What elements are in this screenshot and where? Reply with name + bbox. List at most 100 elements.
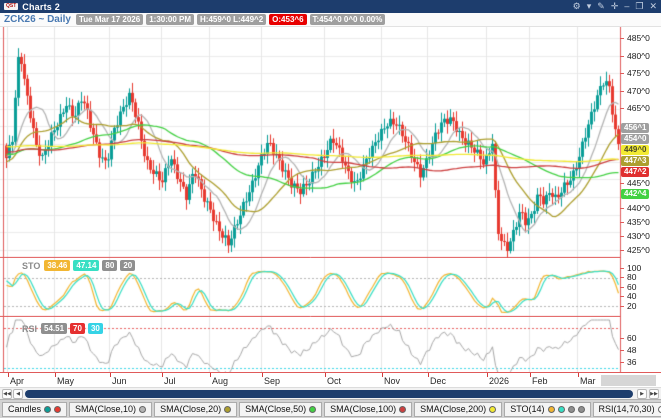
study-color-dot-icon [224,405,232,413]
axis-tick-mark [620,235,624,237]
rsi-title: RSI [22,323,38,334]
window-title: Charts 2 [22,1,60,12]
month-tick-mark [162,373,163,377]
quote-badge: H:459^0 L:449^2 [197,14,267,25]
axis-tick-mark [620,286,624,288]
gear-icon[interactable]: ⚙ [572,1,581,11]
study-color-dot-icon [44,405,52,413]
month-label: Mar [580,376,596,386]
rsi-indicator-chart[interactable] [0,317,661,372]
price-axis-tick: 445^0 [620,178,650,188]
legend-tab-label: RSI(14,70,30) [598,404,655,414]
chevron-down-icon[interactable]: ▾ [586,1,592,11]
month-tick-mark [210,373,211,377]
price-axis-tick: 435^0 [620,217,650,227]
sto-value-badge: 38.46 [44,260,71,271]
month-tick-mark [325,373,326,377]
study-color-dot-icon [309,405,317,413]
month-label: Oct [327,376,342,386]
study-color-dot-icon [567,405,575,413]
scroll-start-button[interactable]: ◀◀ [2,389,12,399]
sto-axis-tick: 20 [620,301,636,311]
sto-axis-tick: 60 [620,282,636,292]
legend-tab-label: SMA(Close,20) [160,404,222,414]
month-label: Aug [212,376,229,386]
axis-tick-mark [620,90,624,92]
month-tick-mark [530,373,531,377]
price-axis-tick: 470^0 [620,86,650,96]
sto-axis-tick: 40 [620,291,636,301]
axis-tick-mark [620,207,624,209]
axis-tick-mark [620,305,624,307]
time-axis[interactable]: Apr May Jun Jul Aug Sep Oct Nov Dec 2026 Feb Mar [0,372,661,387]
rsi-axis-tick: 60 [620,333,636,343]
study-legend-bar: Candles SMA(Close,10) SMA(Close,20) SMA(Clo… [0,399,661,418]
legend-tab-sma-close-10-[interactable]: SMA(Close,10) [69,401,153,417]
axis-tick-mark [620,221,624,223]
pencil-icon[interactable]: ✎ [597,1,605,11]
symbol-label[interactable]: ZCK26 ~ Daily [4,14,71,25]
axis-tick-mark [620,361,624,363]
axis-end-box [601,375,656,386]
qst-logo: QST [4,3,19,10]
scrollbar-thumb[interactable] [25,390,633,398]
legend-tab-sma-close-200-[interactable]: SMA(Close,200) [414,401,503,417]
price-axis-tick: 440^0 [620,203,650,213]
legend-tab-label: STO(14) [510,404,545,414]
legend-tab-candles[interactable]: Candles [2,401,68,417]
study-color-dot-icon [399,405,407,413]
axis-tick-mark [620,267,624,269]
axis-tick-mark [620,182,624,184]
sto-panel-label: STO 38.46 47.14 80 20 [22,260,136,271]
maximize-icon[interactable]: ❐ [635,1,644,11]
price-axis-tick: 480^0 [620,51,650,61]
move-icon[interactable]: ✛ [610,1,619,11]
month-tick-mark [428,373,429,377]
axis-tick-mark [620,276,624,278]
sto-axis-tick: 80 [620,272,636,282]
legend-tab-sma-close-100-[interactable]: SMA(Close,100) [324,401,413,417]
month-tick-mark [578,373,579,377]
rsi-panel-label: RSI 54.51 70 30 [22,323,103,334]
scroll-end-button[interactable]: ▶▶ [649,389,659,399]
month-tick-mark [55,373,56,377]
legend-tab-label: SMA(Close,100) [330,404,397,414]
scroll-right-button[interactable]: ▶ [637,389,647,399]
price-axis-tick: 475^0 [620,68,650,78]
month-label: Feb [532,376,548,386]
study-color-dot-icon [577,405,585,413]
quote-badge: Tue Mar 17 2026 [75,14,144,25]
quote-badge: O:453^6 [269,14,307,25]
study-color-dot-icon [139,405,147,413]
legend-tab-sma-close-50-[interactable]: SMA(Close,50) [239,401,323,417]
legend-tab-label: Candles [8,404,42,414]
month-label: 2026 [489,376,510,386]
legend-tab-label: SMA(Close,200) [420,404,487,414]
month-label: May [57,376,75,386]
legend-tab-label: SMA(Close,10) [75,404,137,414]
title-bar[interactable]: QST Charts 2 ⚙ ▾ ✎ ✛ – ❐ ✕ [0,0,661,13]
legend-tab-rsi-14-70-30-[interactable]: RSI(14,70,30) [592,401,661,417]
minimize-icon[interactable]: – [624,1,630,11]
rsi-value-badge: 30 [87,323,103,334]
month-label: Jul [164,376,176,386]
axis-tick-mark [620,249,624,251]
price-axis-badge: 456^1 [621,123,650,133]
close-icon[interactable]: ✕ [649,1,657,11]
axis-tick-mark [620,37,624,39]
legend-tab-label: SMA(Close,50) [245,404,307,414]
month-label: Nov [384,376,401,386]
quote-badge: T:454^0 0^0 0.00% [309,14,386,25]
candlestick-chart[interactable] [0,27,661,258]
price-axis-tick: 465^0 [620,103,650,113]
legend-tab-sto-14-[interactable]: STO(14) [504,401,591,417]
scroll-left-button[interactable]: ◀ [13,389,23,399]
price-axis-badge: 447^2 [621,167,650,177]
axis-tick-mark [620,349,624,351]
study-color-dot-icon [489,405,497,413]
study-color-dot-icon [657,405,661,413]
month-tick-mark [262,373,263,377]
chart-scrollbar[interactable]: ◀◀ ◀ ▶ ▶▶ [0,387,661,399]
legend-tab-sma-close-20-[interactable]: SMA(Close,20) [154,401,238,417]
